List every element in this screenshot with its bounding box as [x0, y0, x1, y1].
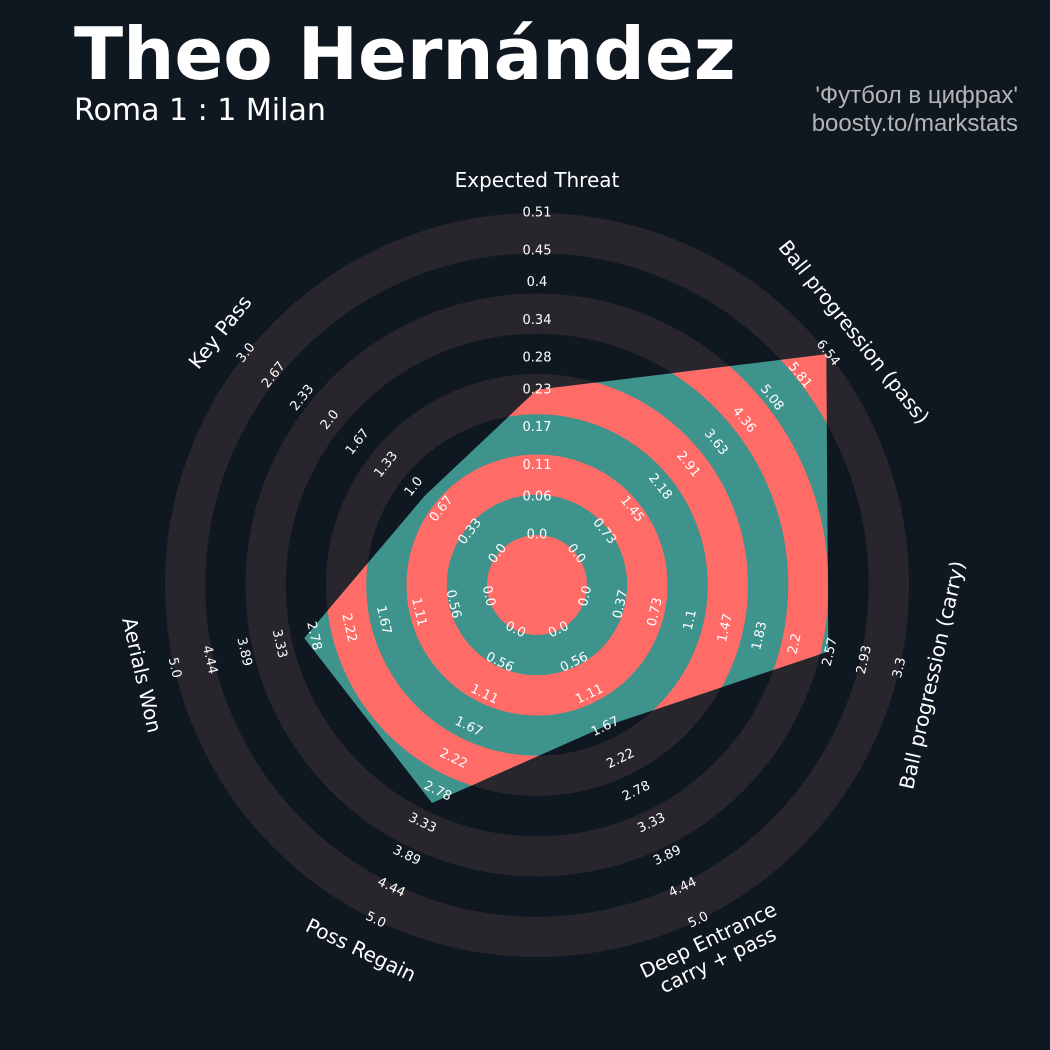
tick-label: 2.93 — [854, 644, 875, 676]
ring-inner — [406, 454, 668, 716]
tick-label: 0.0 — [576, 584, 595, 608]
tick-label: 0.17 — [523, 420, 552, 435]
tick-label: 3.89 — [233, 636, 254, 668]
tick-label: 1.47 — [715, 612, 736, 644]
chart-subtitle: Roma 1 : 1 Milan — [74, 93, 326, 128]
tick-label: 0.45 — [523, 243, 552, 258]
tick-label: 1.1 — [681, 608, 700, 632]
tick-label: 1.67 — [373, 604, 394, 636]
tick-label: 0.51 — [523, 206, 552, 221]
center-circle — [487, 535, 587, 635]
tick-label: 1.11 — [408, 596, 429, 628]
tick-label: 1.67 — [343, 426, 373, 458]
tick-label: 0.37 — [610, 588, 631, 620]
tick-label: 1.0 — [402, 474, 427, 500]
tick-label: 2.78 — [620, 778, 653, 804]
tick-label: 2.78 — [303, 620, 324, 652]
credit: boosty.to/markstats — [811, 110, 1018, 137]
tick-label: 0.28 — [523, 351, 552, 366]
chart-title: Theo Hernández — [74, 12, 736, 96]
tick-label: 1.83 — [749, 620, 770, 652]
tick-label: 0.56 — [443, 588, 464, 620]
tick-label: 0.4 — [527, 275, 548, 290]
ring-inner — [304, 354, 829, 803]
tick-label: 2.22 — [338, 612, 359, 644]
tick-label: 3.33 — [269, 628, 290, 660]
ring — [165, 213, 909, 957]
tick-label: 5.0 — [165, 656, 184, 680]
tick-label: 4.44 — [199, 644, 220, 676]
tick-label: 0.0 — [527, 528, 548, 543]
tick-label: 0.11 — [523, 458, 552, 473]
tick-label: 0.23 — [523, 382, 552, 397]
tick-label: 0.73 — [645, 596, 666, 628]
tick-label: 2.57 — [820, 636, 841, 668]
tick-label: 2.2 — [785, 632, 804, 656]
tick-label: 0.0 — [479, 584, 498, 608]
credit: 'Футбол в цифрах' — [815, 82, 1018, 109]
tick-label: 3.3 — [890, 656, 909, 680]
tick-label: 0.06 — [523, 490, 552, 505]
tick-label: 0.34 — [523, 313, 552, 328]
param-label: Expected Threat — [454, 168, 620, 192]
